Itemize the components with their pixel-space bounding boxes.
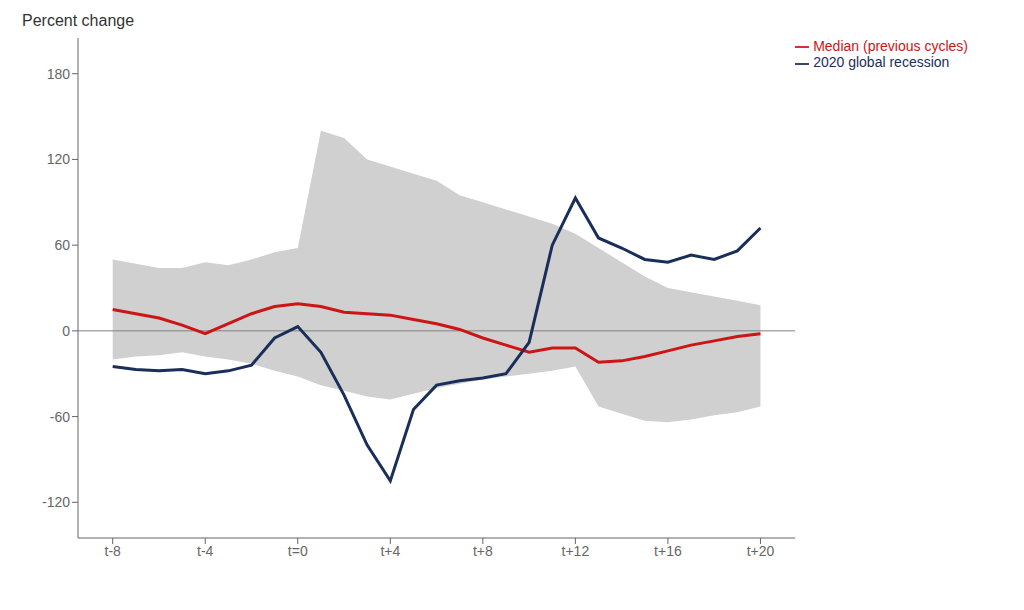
svg-text:180: 180: [47, 66, 71, 82]
svg-text:-120: -120: [42, 494, 70, 510]
svg-text:t+8: t+8: [473, 543, 493, 559]
svg-text:-60: -60: [50, 409, 70, 425]
svg-text:t-4: t-4: [197, 543, 214, 559]
svg-text:t=0: t=0: [288, 543, 308, 559]
svg-text:t-8: t-8: [105, 543, 122, 559]
svg-text:120: 120: [47, 151, 71, 167]
svg-text:t+16: t+16: [654, 543, 682, 559]
svg-text:60: 60: [54, 237, 70, 253]
svg-text:t+12: t+12: [562, 543, 590, 559]
html-text:Median (previous cycles): Median (previous cycles): [813, 38, 968, 54]
svg-text:0: 0: [62, 323, 70, 339]
svg-text:t+20: t+20: [747, 543, 775, 559]
svg-text:t+4: t+4: [380, 543, 400, 559]
html-text:2020 global recession: 2020 global recession: [813, 54, 950, 71]
html-text:Percent change: Percent change: [22, 12, 135, 29]
